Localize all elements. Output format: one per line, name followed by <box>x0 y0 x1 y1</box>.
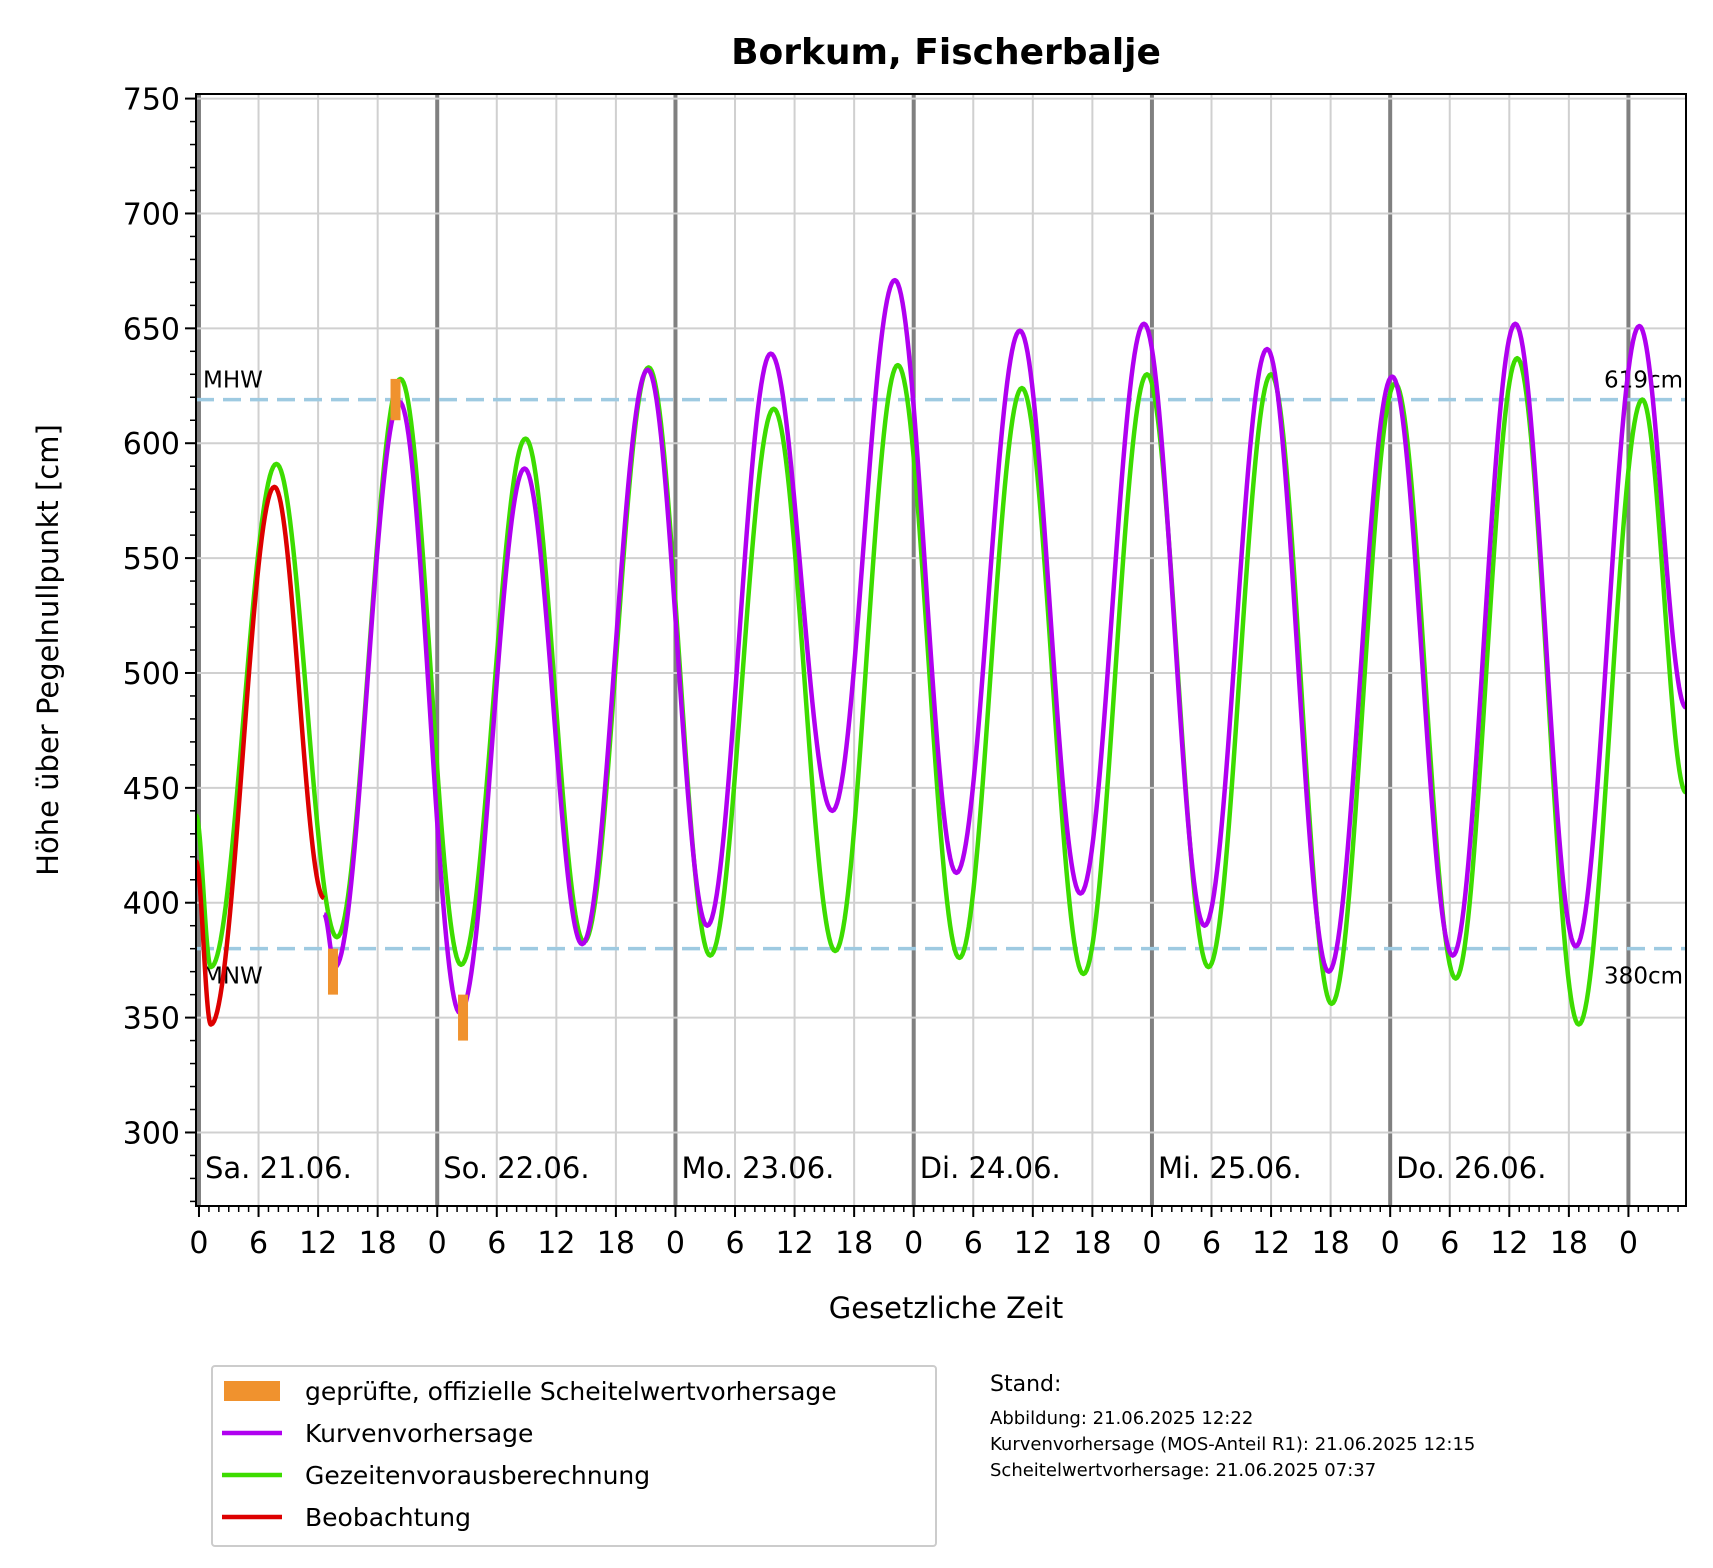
series-line-beobachtung <box>196 484 326 1027</box>
x-tick-label: 18 <box>1550 1226 1588 1261</box>
day-label: So. 22.06. <box>443 1151 589 1185</box>
x-tick-label: 6 <box>249 1226 268 1261</box>
x-tick-label: 18 <box>1073 1226 1111 1261</box>
series <box>196 277 1686 1027</box>
x-tick-label: 0 <box>189 1226 208 1261</box>
x-axis-ticks: 0 6 12 18 0 6 12 18 0 6 12 18 0 6 12 18 0 6 12 18 0 6 12 18 0 <box>189 1206 1679 1261</box>
x-tick-label: 12 <box>1014 1226 1052 1261</box>
y-tick-label: 750 <box>123 83 180 118</box>
legend-label: Gezeitenvorausberechnung <box>305 1461 650 1490</box>
x-tick-label: 12 <box>537 1226 575 1261</box>
day-label: Di. 24.06. <box>920 1151 1061 1185</box>
x-tick-label: 0 <box>1142 1226 1161 1261</box>
x-tick-label: 12 <box>299 1226 337 1261</box>
stand-info: Stand: Abbildung: 21.06.2025 12:22 Kurve… <box>990 1372 1475 1484</box>
day-labels: Sa. 21.06. So. 22.06. Mo. 23.06. Di. 24.06.… <box>205 1151 1546 1185</box>
x-tick-label: 6 <box>1440 1226 1459 1261</box>
x-tick-label: 0 <box>1381 1226 1400 1261</box>
reference-value-mnw: 380cm <box>1604 964 1683 990</box>
day-label: Sa. 21.06. <box>205 1151 352 1185</box>
x-tick-label: 6 <box>1202 1226 1221 1261</box>
reference-value-mhw: 619cm <box>1604 368 1683 394</box>
plot-frame <box>195 93 1687 1207</box>
x-tick-label: 0 <box>1619 1226 1638 1261</box>
chart-title: Borkum, Fischerbalje <box>731 32 1161 73</box>
x-tick-label: 18 <box>835 1226 873 1261</box>
x-tick-label: 6 <box>964 1226 983 1261</box>
legend: geprüfte, offizielle Scheitelwertvorhers… <box>211 1365 937 1547</box>
stand-scheitelwert: Scheitelwertvorhersage: 21.06.2025 07:37 <box>990 1460 1377 1481</box>
scheitelwert-bar <box>327 948 338 995</box>
y-tick-label: 600 <box>123 427 180 462</box>
x-axis-label: Gesetzliche Zeit <box>829 1291 1064 1325</box>
y-tick-label: 400 <box>123 887 180 922</box>
scheitelwert-bar <box>458 994 469 1041</box>
x-tick-label: 12 <box>775 1226 813 1261</box>
y-axis-ticks: 300 350 400 450 500 550 600 650 700 750 <box>123 83 196 1203</box>
day-label: Mo. 23.06. <box>681 1151 834 1185</box>
y-tick-label: 650 <box>123 312 180 347</box>
stand-heading: Stand: <box>990 1372 1062 1397</box>
x-tick-label: 6 <box>487 1226 506 1261</box>
y-tick-label: 450 <box>123 772 180 807</box>
x-tick-label: 18 <box>597 1226 635 1261</box>
stand-abbildung: Abbildung: 21.06.2025 12:22 <box>990 1408 1254 1429</box>
legend-label: geprüfte, offizielle Scheitelwertvorhers… <box>305 1377 837 1406</box>
x-tick-label: 12 <box>1252 1226 1290 1261</box>
x-tick-label: 6 <box>725 1226 744 1261</box>
series-line-kurvenvorhersage <box>322 277 1686 1016</box>
day-label: Do. 26.06. <box>1396 1151 1546 1185</box>
legend-label: Beobachtung <box>305 1503 471 1532</box>
legend-label: Kurvenvorhersage <box>305 1419 533 1448</box>
scheitelwert-bar <box>390 378 401 421</box>
legend-box <box>211 1365 937 1547</box>
y-tick-label: 700 <box>123 197 180 232</box>
y-tick-label: 550 <box>123 542 180 577</box>
x-tick-label: 0 <box>666 1226 685 1261</box>
legend-swatch-patch <box>224 1381 280 1401</box>
x-tick-label: 18 <box>1312 1226 1350 1261</box>
day-label: Mi. 25.06. <box>1158 1151 1302 1185</box>
reference-label-mhw: MHW <box>203 368 263 394</box>
y-tick-label: 500 <box>123 657 180 692</box>
grid <box>196 94 1686 1206</box>
scheitelwert-bars <box>327 378 469 1041</box>
y-axis-label: Höhe über Pegelnullpunkt [cm] <box>31 424 65 876</box>
x-tick-label: 18 <box>359 1226 397 1261</box>
stand-kurvenvorhersage: Kurvenvorhersage (MOS-Anteil R1): 21.06.… <box>990 1434 1476 1455</box>
x-tick-label: 0 <box>428 1226 447 1261</box>
y-tick-label: 350 <box>123 1002 180 1037</box>
x-tick-label: 0 <box>904 1226 923 1261</box>
x-tick-label: 12 <box>1490 1226 1528 1261</box>
y-tick-label: 300 <box>123 1116 180 1151</box>
